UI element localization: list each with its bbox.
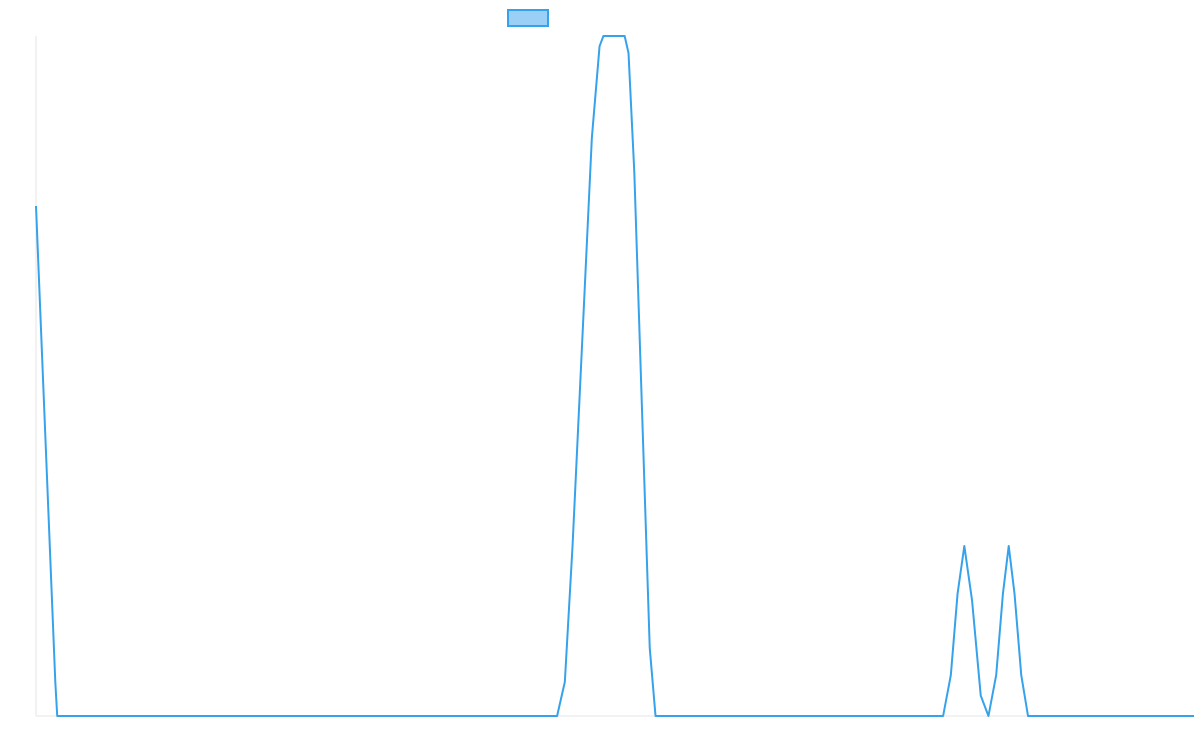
axes-layer <box>35 36 1194 717</box>
series-layer <box>35 35 1194 717</box>
legend-swatch-0[interactable] <box>507 9 549 27</box>
series-line-0 <box>35 35 1194 717</box>
legend[interactable] <box>507 9 549 27</box>
